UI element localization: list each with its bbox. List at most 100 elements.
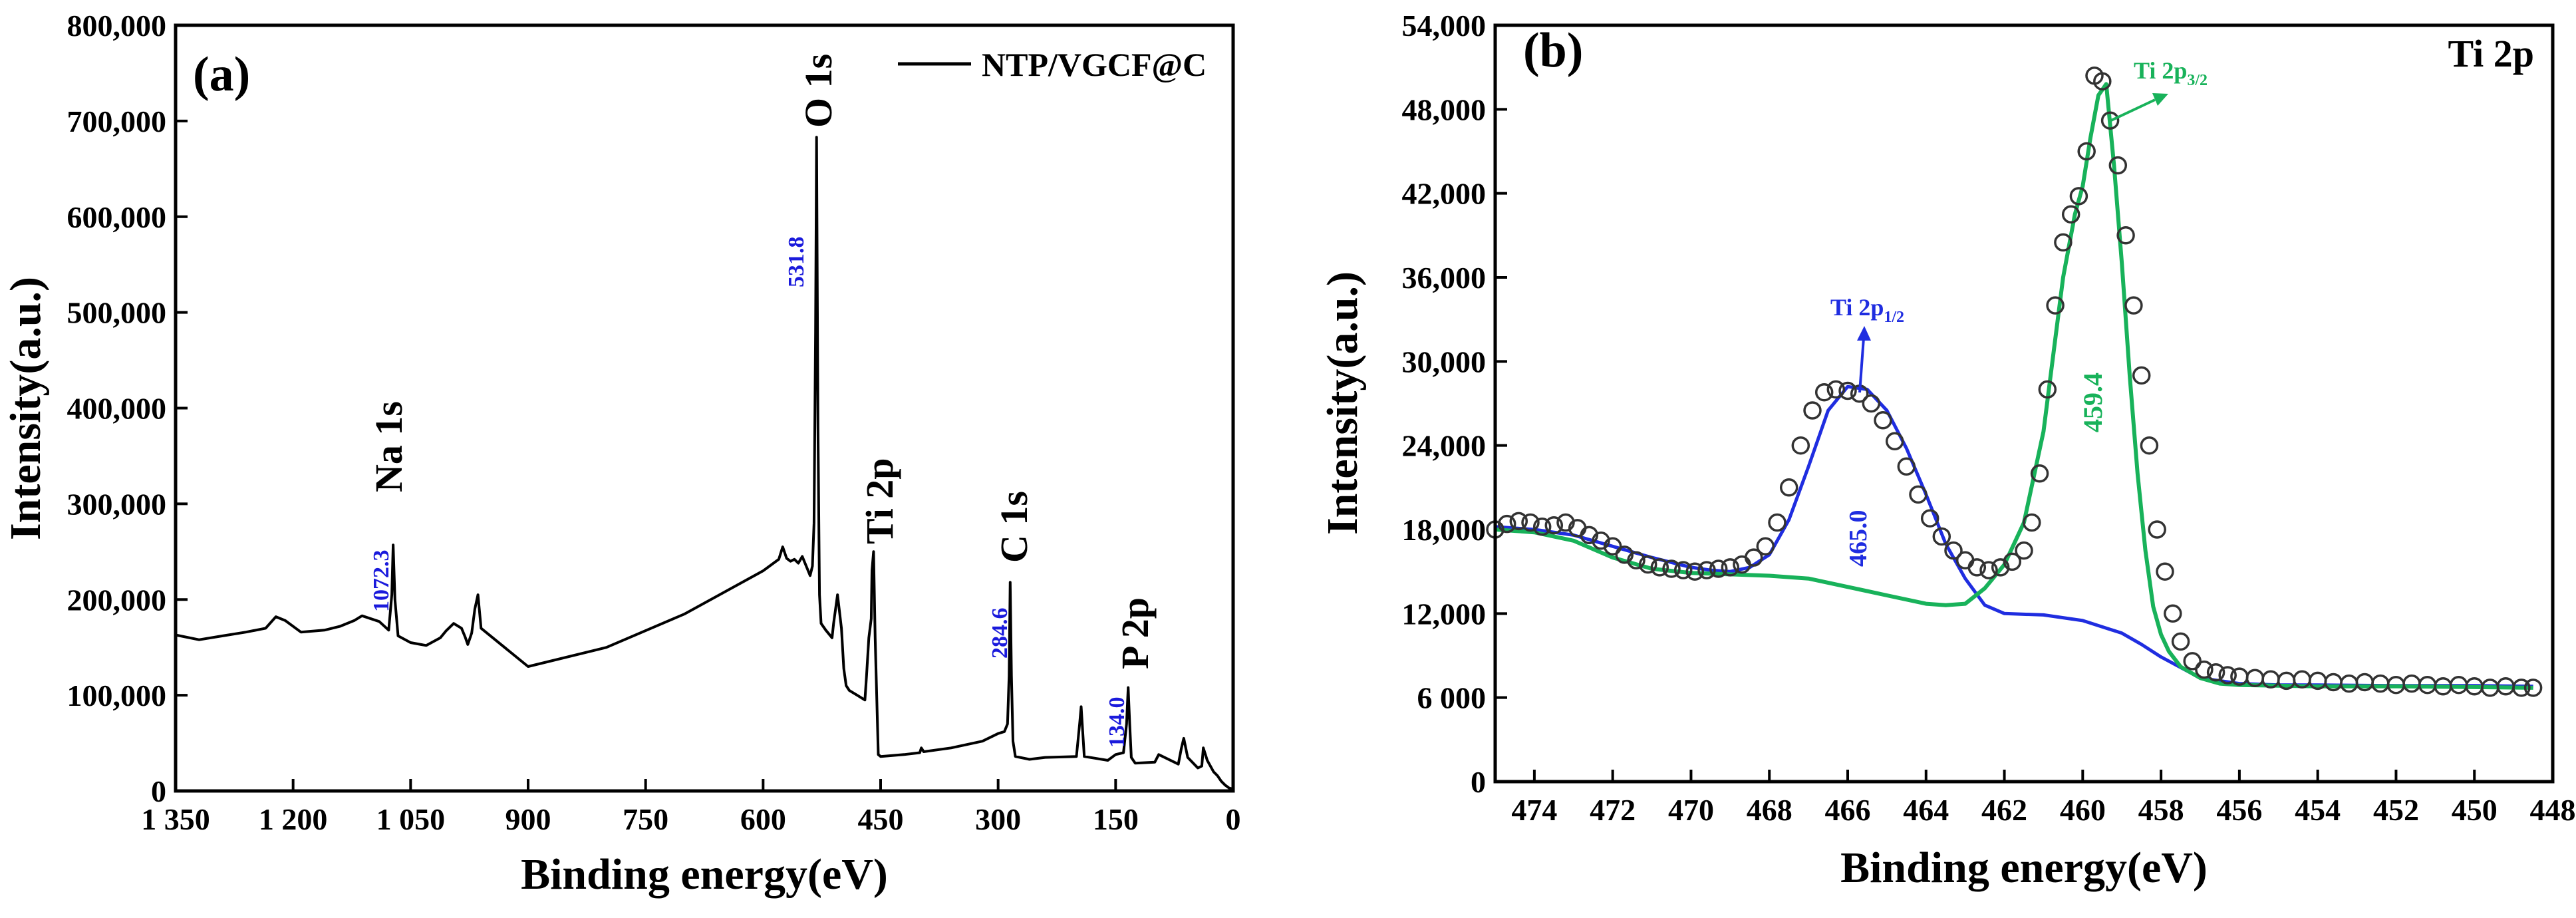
x-tick-label: 450 xyxy=(858,802,904,836)
data-point xyxy=(2132,366,2151,385)
data-point xyxy=(2046,296,2065,315)
x-tick-label: 1 200 xyxy=(259,802,328,836)
energy-label-284-6: 284.6 xyxy=(988,608,1012,659)
x-tick-label: 452 xyxy=(2373,793,2419,827)
x-tick-label: 462 xyxy=(1981,793,2027,827)
x-tick-label: 466 xyxy=(1825,793,1871,827)
x-tick-label: 460 xyxy=(2060,793,2106,827)
ti-2p-3-2-annotation: Ti 2p3/2 xyxy=(2109,57,2208,122)
data-point xyxy=(2140,436,2159,455)
data-point xyxy=(2030,464,2049,483)
panel-b-frame xyxy=(1493,23,2555,784)
data-point xyxy=(1756,537,1775,556)
data-point xyxy=(1955,551,1975,570)
data-point xyxy=(1627,551,1646,570)
data-point xyxy=(1991,558,2010,577)
y-tick-label: 54,000 xyxy=(1402,9,1487,43)
data-point xyxy=(1662,559,1681,578)
data-point xyxy=(1603,537,1622,556)
data-point xyxy=(1768,513,1787,532)
data-point xyxy=(2100,111,2120,130)
data-point xyxy=(1685,562,1705,581)
x-tick-label: 1 050 xyxy=(376,802,446,836)
data-point xyxy=(2371,674,2390,693)
panel-a-label: (a) xyxy=(193,47,250,102)
data-point xyxy=(1638,555,1657,574)
data-point xyxy=(1979,561,1998,579)
y-tick-label: 400,000 xyxy=(67,392,167,426)
y-tick-label: 200,000 xyxy=(67,583,167,617)
data-point xyxy=(1673,561,1693,579)
panel-b-ti-2p-spectrum: 474 472 470 468 466 464 462 460 458 456 454 452 450 4… xyxy=(1318,9,2576,892)
data-point xyxy=(2108,156,2128,175)
ti-2p-3-2-arrow-line xyxy=(2109,98,2156,122)
data-point xyxy=(2054,233,2073,252)
panel-a-survey-line xyxy=(175,136,1234,791)
y-tick-label: 800,000 xyxy=(67,9,167,43)
data-point xyxy=(1709,559,1728,578)
x-tick-label: 150 xyxy=(1093,802,1139,836)
panel-b-ticks: 474 472 470 468 466 464 462 460 458 456 454 452 450 4… xyxy=(1402,9,2576,827)
y-tick-label: 300,000 xyxy=(67,487,167,521)
data-point xyxy=(1532,518,1552,536)
ti-2p-1-2-annotation: Ti 2p1/2 xyxy=(1830,294,1904,393)
peak-label-na-1s: Na 1s xyxy=(367,401,410,492)
ti-2p-1-2-arrow-line xyxy=(1858,337,1865,393)
x-tick-label: 474 xyxy=(1511,793,1557,827)
energy-label-134-0: 134.0 xyxy=(1105,697,1129,748)
panel-b-x-axis-label: Binding energy(eV) xyxy=(1840,843,2208,892)
panel-a-legend: NTP/VGCF@C xyxy=(898,46,1207,83)
x-tick-label: 600 xyxy=(740,802,786,836)
data-point xyxy=(2003,552,2022,571)
x-tick-label: 470 xyxy=(1668,793,1714,827)
legend-label: NTP/VGCF@C xyxy=(982,46,1207,83)
data-point xyxy=(2218,666,2237,685)
y-tick-label: 600,000 xyxy=(67,200,167,234)
data-point xyxy=(1838,381,1857,400)
data-point xyxy=(2069,187,2088,206)
data-point xyxy=(2148,520,2166,539)
y-tick-label: 100,000 xyxy=(67,679,167,712)
data-point xyxy=(1909,485,1928,504)
x-tick-label: 750 xyxy=(623,802,668,836)
x-tick-label: 472 xyxy=(1590,793,1636,827)
x-tick-label: 468 xyxy=(1747,793,1792,827)
data-point xyxy=(2183,652,2202,671)
panel-b-title: Ti 2p xyxy=(2448,32,2534,75)
peak-label-c-1s: C 1s xyxy=(992,491,1036,563)
data-point xyxy=(2015,541,2033,560)
data-point xyxy=(1497,514,1516,534)
data-point xyxy=(2171,632,2190,651)
data-point xyxy=(1509,512,1528,531)
data-point xyxy=(2164,604,2182,623)
data-point xyxy=(1592,532,1610,550)
y-tick-label: 36,000 xyxy=(1402,261,1487,295)
data-point xyxy=(1697,561,1716,579)
data-point xyxy=(2206,663,2225,682)
y-tick-label: 700,000 xyxy=(67,104,167,138)
data-point xyxy=(1826,380,1846,399)
ti-2p-1-2-label: Ti 2p1/2 xyxy=(1830,294,1904,326)
panel-a-y-axis-label: Intensity(a.u.) xyxy=(1,277,50,540)
data-point xyxy=(1885,432,1904,451)
data-point xyxy=(2195,660,2214,679)
data-point xyxy=(2156,562,2174,581)
data-point xyxy=(1920,509,1939,528)
experimental-data-points xyxy=(1486,67,2543,697)
data-point xyxy=(2038,380,2057,399)
data-point xyxy=(1803,401,1822,420)
energy-label-1072-3: 1072.3 xyxy=(369,550,394,613)
y-tick-label: 0 xyxy=(151,774,166,808)
data-point xyxy=(1932,527,1951,546)
data-point xyxy=(1544,516,1564,535)
ti-2p-3-2-fit-line xyxy=(1495,82,2533,690)
data-point xyxy=(2124,296,2143,315)
data-point xyxy=(1944,541,1963,560)
y-tick-label: 42,000 xyxy=(1402,177,1487,211)
data-point xyxy=(1521,513,1540,532)
panel-a-ticks: 1 350 1 200 1 050 900 750 600 450 300 150 0 0 100,0… xyxy=(67,9,1241,836)
data-point xyxy=(2093,72,2112,90)
y-tick-label: 48,000 xyxy=(1402,92,1487,126)
x-tick-label: 450 xyxy=(2452,793,2498,827)
